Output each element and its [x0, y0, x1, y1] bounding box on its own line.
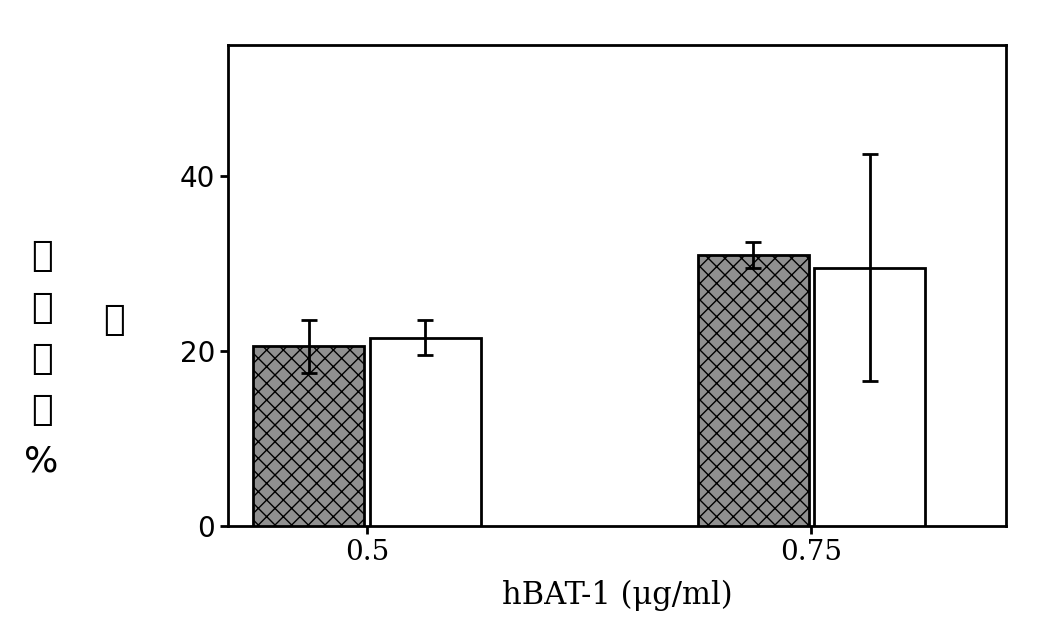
- Text: 细: 细: [31, 393, 52, 428]
- Text: %: %: [24, 444, 59, 479]
- Bar: [370, 338, 481, 526]
- Text: 存: 存: [31, 290, 52, 325]
- Text: 率: 率: [104, 303, 124, 338]
- Text: 活: 活: [31, 239, 52, 274]
- Bar: [253, 346, 364, 526]
- X-axis label: hBAT-1 (μg/ml): hBAT-1 (μg/ml): [502, 579, 732, 611]
- Bar: [814, 268, 925, 526]
- Bar: [698, 254, 809, 526]
- Text: 胞: 胞: [31, 342, 52, 376]
